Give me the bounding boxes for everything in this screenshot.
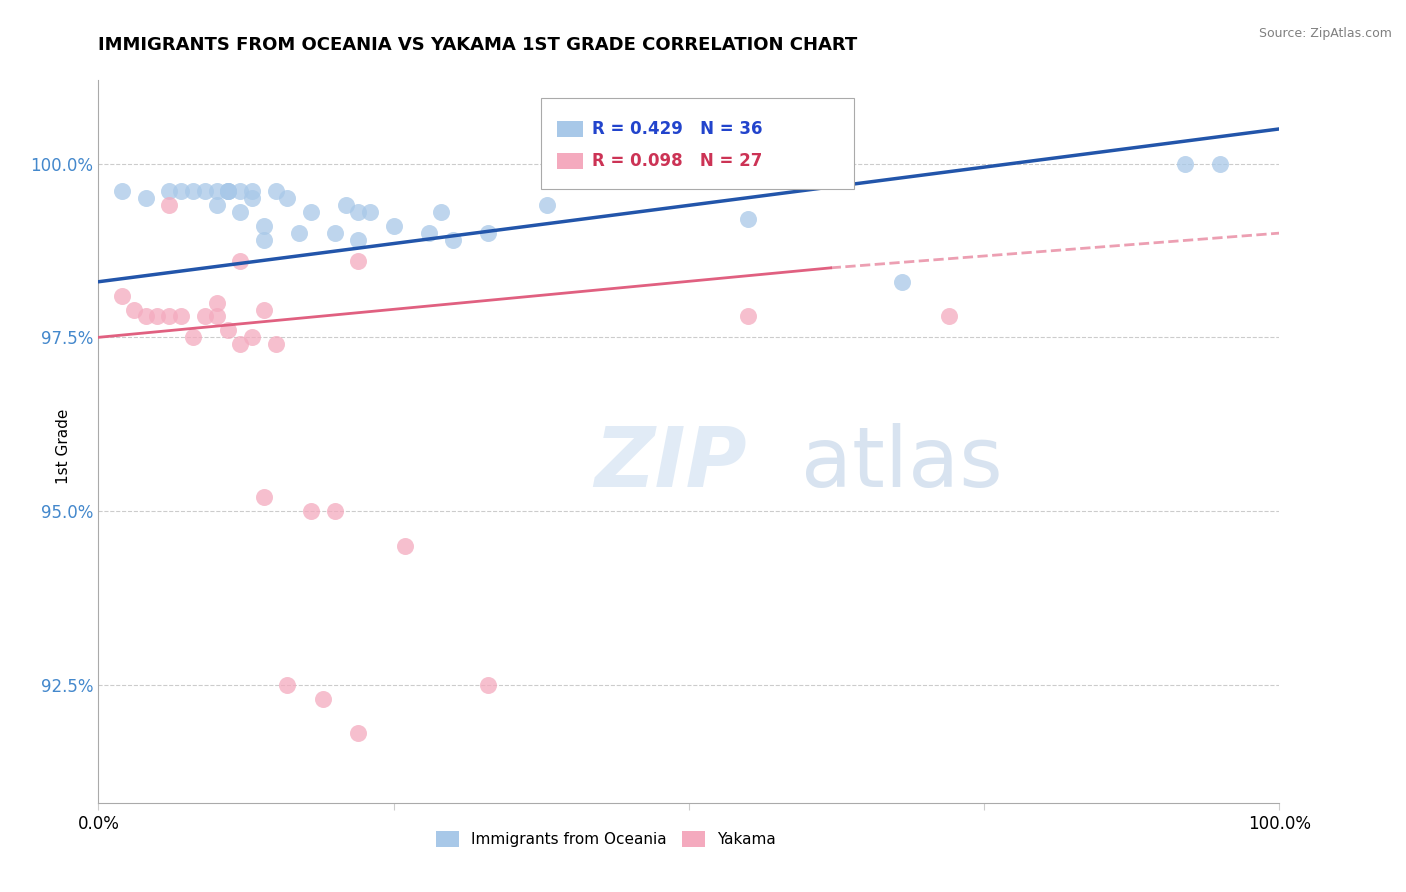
Point: [194, 185, 217, 199]
Point: [217, 185, 239, 199]
Point: [323, 226, 346, 240]
Point: [276, 678, 298, 692]
Point: [135, 191, 157, 205]
FancyBboxPatch shape: [541, 98, 855, 189]
Point: [229, 337, 252, 351]
Point: [194, 310, 217, 324]
Point: [1209, 156, 1232, 170]
Point: [205, 295, 228, 310]
Point: [347, 726, 370, 740]
Point: [737, 310, 759, 324]
Point: [441, 233, 464, 247]
Point: [253, 490, 276, 504]
Point: [264, 337, 287, 351]
Point: [240, 191, 263, 205]
Point: [536, 198, 558, 212]
Point: [312, 691, 335, 706]
Point: [111, 288, 134, 302]
Point: [240, 330, 263, 344]
Point: [181, 330, 204, 344]
Point: [477, 226, 499, 240]
Point: [394, 539, 416, 553]
Legend: Immigrants from Oceania, Yakama: Immigrants from Oceania, Yakama: [430, 825, 782, 853]
Point: [737, 212, 759, 227]
Point: [217, 185, 239, 199]
Point: [938, 310, 960, 324]
Point: [347, 253, 370, 268]
Point: [288, 226, 311, 240]
FancyBboxPatch shape: [557, 153, 582, 169]
Point: [382, 219, 405, 234]
Point: [122, 302, 145, 317]
Point: [359, 205, 381, 219]
Point: [205, 310, 228, 324]
Point: [477, 678, 499, 692]
Point: [170, 310, 193, 324]
Text: R = 0.098   N = 27: R = 0.098 N = 27: [592, 153, 762, 170]
Point: [430, 205, 453, 219]
Point: [111, 185, 134, 199]
Text: Source: ZipAtlas.com: Source: ZipAtlas.com: [1258, 27, 1392, 40]
Point: [205, 198, 228, 212]
Point: [299, 504, 322, 518]
Point: [240, 185, 263, 199]
Text: IMMIGRANTS FROM OCEANIA VS YAKAMA 1ST GRADE CORRELATION CHART: IMMIGRANTS FROM OCEANIA VS YAKAMA 1ST GR…: [98, 36, 858, 54]
Point: [135, 310, 157, 324]
Point: [347, 233, 370, 247]
Point: [890, 275, 912, 289]
Point: [253, 302, 276, 317]
Point: [335, 198, 357, 212]
Point: [347, 205, 370, 219]
Text: ZIP: ZIP: [595, 423, 747, 504]
Point: [217, 323, 239, 337]
Point: [205, 185, 228, 199]
Text: atlas: atlas: [801, 423, 1002, 504]
Point: [229, 185, 252, 199]
Point: [157, 198, 180, 212]
Point: [264, 185, 287, 199]
Point: [323, 504, 346, 518]
Point: [229, 205, 252, 219]
Point: [253, 233, 276, 247]
Text: R = 0.429   N = 36: R = 0.429 N = 36: [592, 120, 762, 138]
Point: [418, 226, 440, 240]
Point: [181, 185, 204, 199]
Point: [217, 185, 239, 199]
Text: 1st Grade: 1st Grade: [56, 409, 70, 483]
Point: [229, 253, 252, 268]
FancyBboxPatch shape: [557, 121, 582, 137]
Point: [157, 185, 180, 199]
Point: [253, 219, 276, 234]
Point: [157, 310, 180, 324]
Point: [276, 191, 298, 205]
Point: [146, 310, 169, 324]
Point: [170, 185, 193, 199]
Point: [1174, 156, 1197, 170]
Point: [299, 205, 322, 219]
